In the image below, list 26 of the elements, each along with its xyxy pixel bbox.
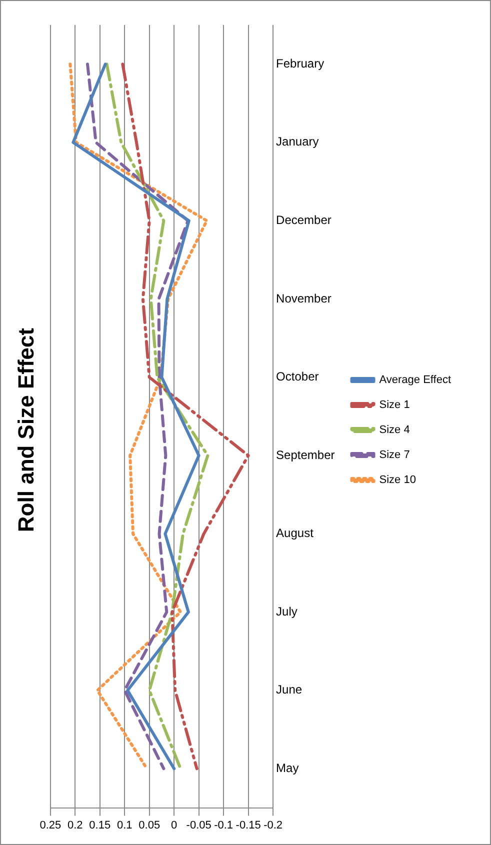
y-tick-label: June xyxy=(276,682,302,697)
x-tick-label: -0.1 xyxy=(214,819,234,832)
y-tick-label: November xyxy=(276,291,332,306)
legend-label: Size 4 xyxy=(379,424,410,436)
y-tick-label: January xyxy=(276,134,319,149)
legend-label: Size 1 xyxy=(379,399,410,412)
y-tick-label: February xyxy=(276,56,324,70)
x-tick-label: 0.05 xyxy=(138,819,160,832)
x-tick-label: -0.15 xyxy=(236,819,261,832)
y-tick-label: July xyxy=(276,604,298,618)
y-tick-label: December xyxy=(276,213,332,228)
x-tick-label: 0 xyxy=(171,819,178,832)
legend-label: Average Effect xyxy=(379,374,452,386)
y-tick-label: September xyxy=(276,448,335,462)
x-tick-label: 0.1 xyxy=(116,819,132,832)
x-tick-label: 0.15 xyxy=(89,819,111,832)
x-tick-label: 0.25 xyxy=(40,819,62,832)
legend-label: Size 10 xyxy=(379,474,416,486)
text: Roll and Size Effect xyxy=(13,327,38,532)
x-tick-label: 0.2 xyxy=(67,819,83,832)
x-tick-label: -0.05 xyxy=(186,819,212,832)
legend-label: Size 7 xyxy=(379,449,410,462)
x-tick-label: -0.2 xyxy=(264,819,283,832)
y-tick-label: August xyxy=(276,526,314,540)
y-tick-label: May xyxy=(276,760,299,775)
y-tick-label: October xyxy=(276,370,319,384)
